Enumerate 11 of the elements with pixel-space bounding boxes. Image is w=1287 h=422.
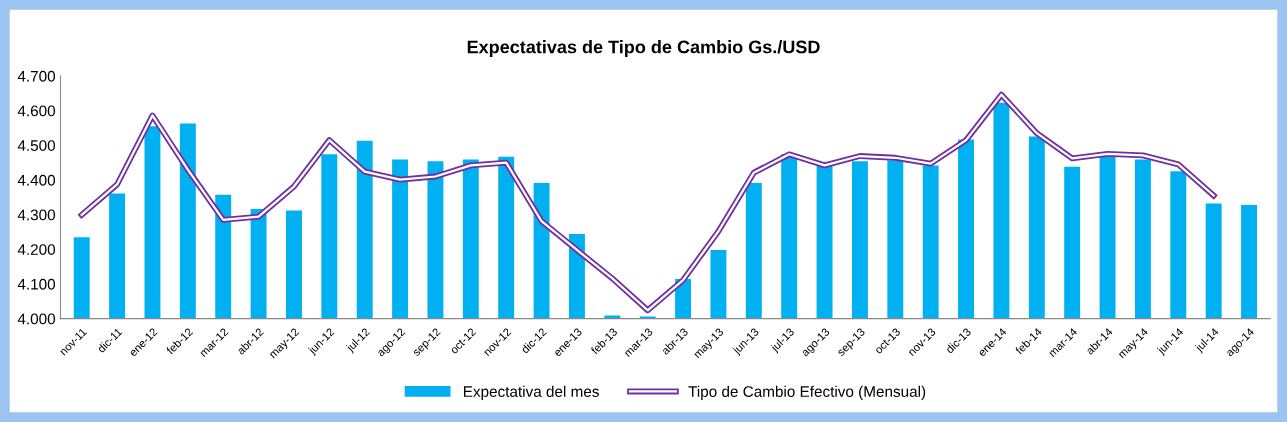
y-tick-label: 4.700 [17,70,56,82]
y-tick-label: 4.100 [17,278,56,290]
chart-title: Expectativas de Tipo de Cambio Gs./USD [467,40,820,57]
y-tick-label: 4.500 [17,140,56,151]
legend-label: Expectativa del mes [463,385,599,400]
y-tick-label: 4.600 [17,105,56,117]
y-tick-label: 4.000 [17,313,56,325]
legend-label: Tipo de Cambio Efectivo (Mensual) [688,385,926,400]
y-tick-label: 4.300 [17,209,56,221]
y-tick-label: 4.200 [17,244,56,255]
y-tick-label: 4.400 [17,174,56,186]
